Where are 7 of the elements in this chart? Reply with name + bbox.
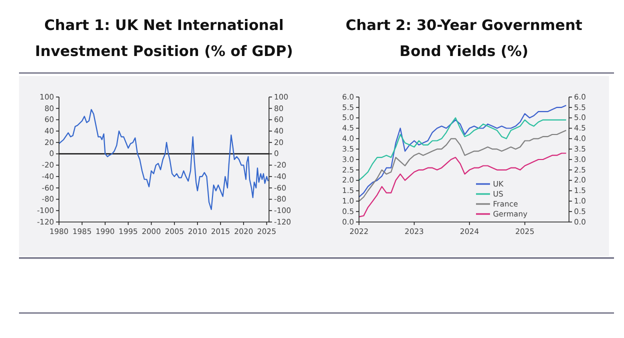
line-series [358,117,567,181]
chart-title: Chart 2: 30-Year Government Bond Yields (%) [346,18,582,60]
line-series [358,130,567,202]
line-series [358,104,567,198]
line-series [358,152,567,218]
line-series [58,108,269,210]
chart-title: Chart 1: UK Net International Investment Position (% of GDP) [35,18,293,60]
